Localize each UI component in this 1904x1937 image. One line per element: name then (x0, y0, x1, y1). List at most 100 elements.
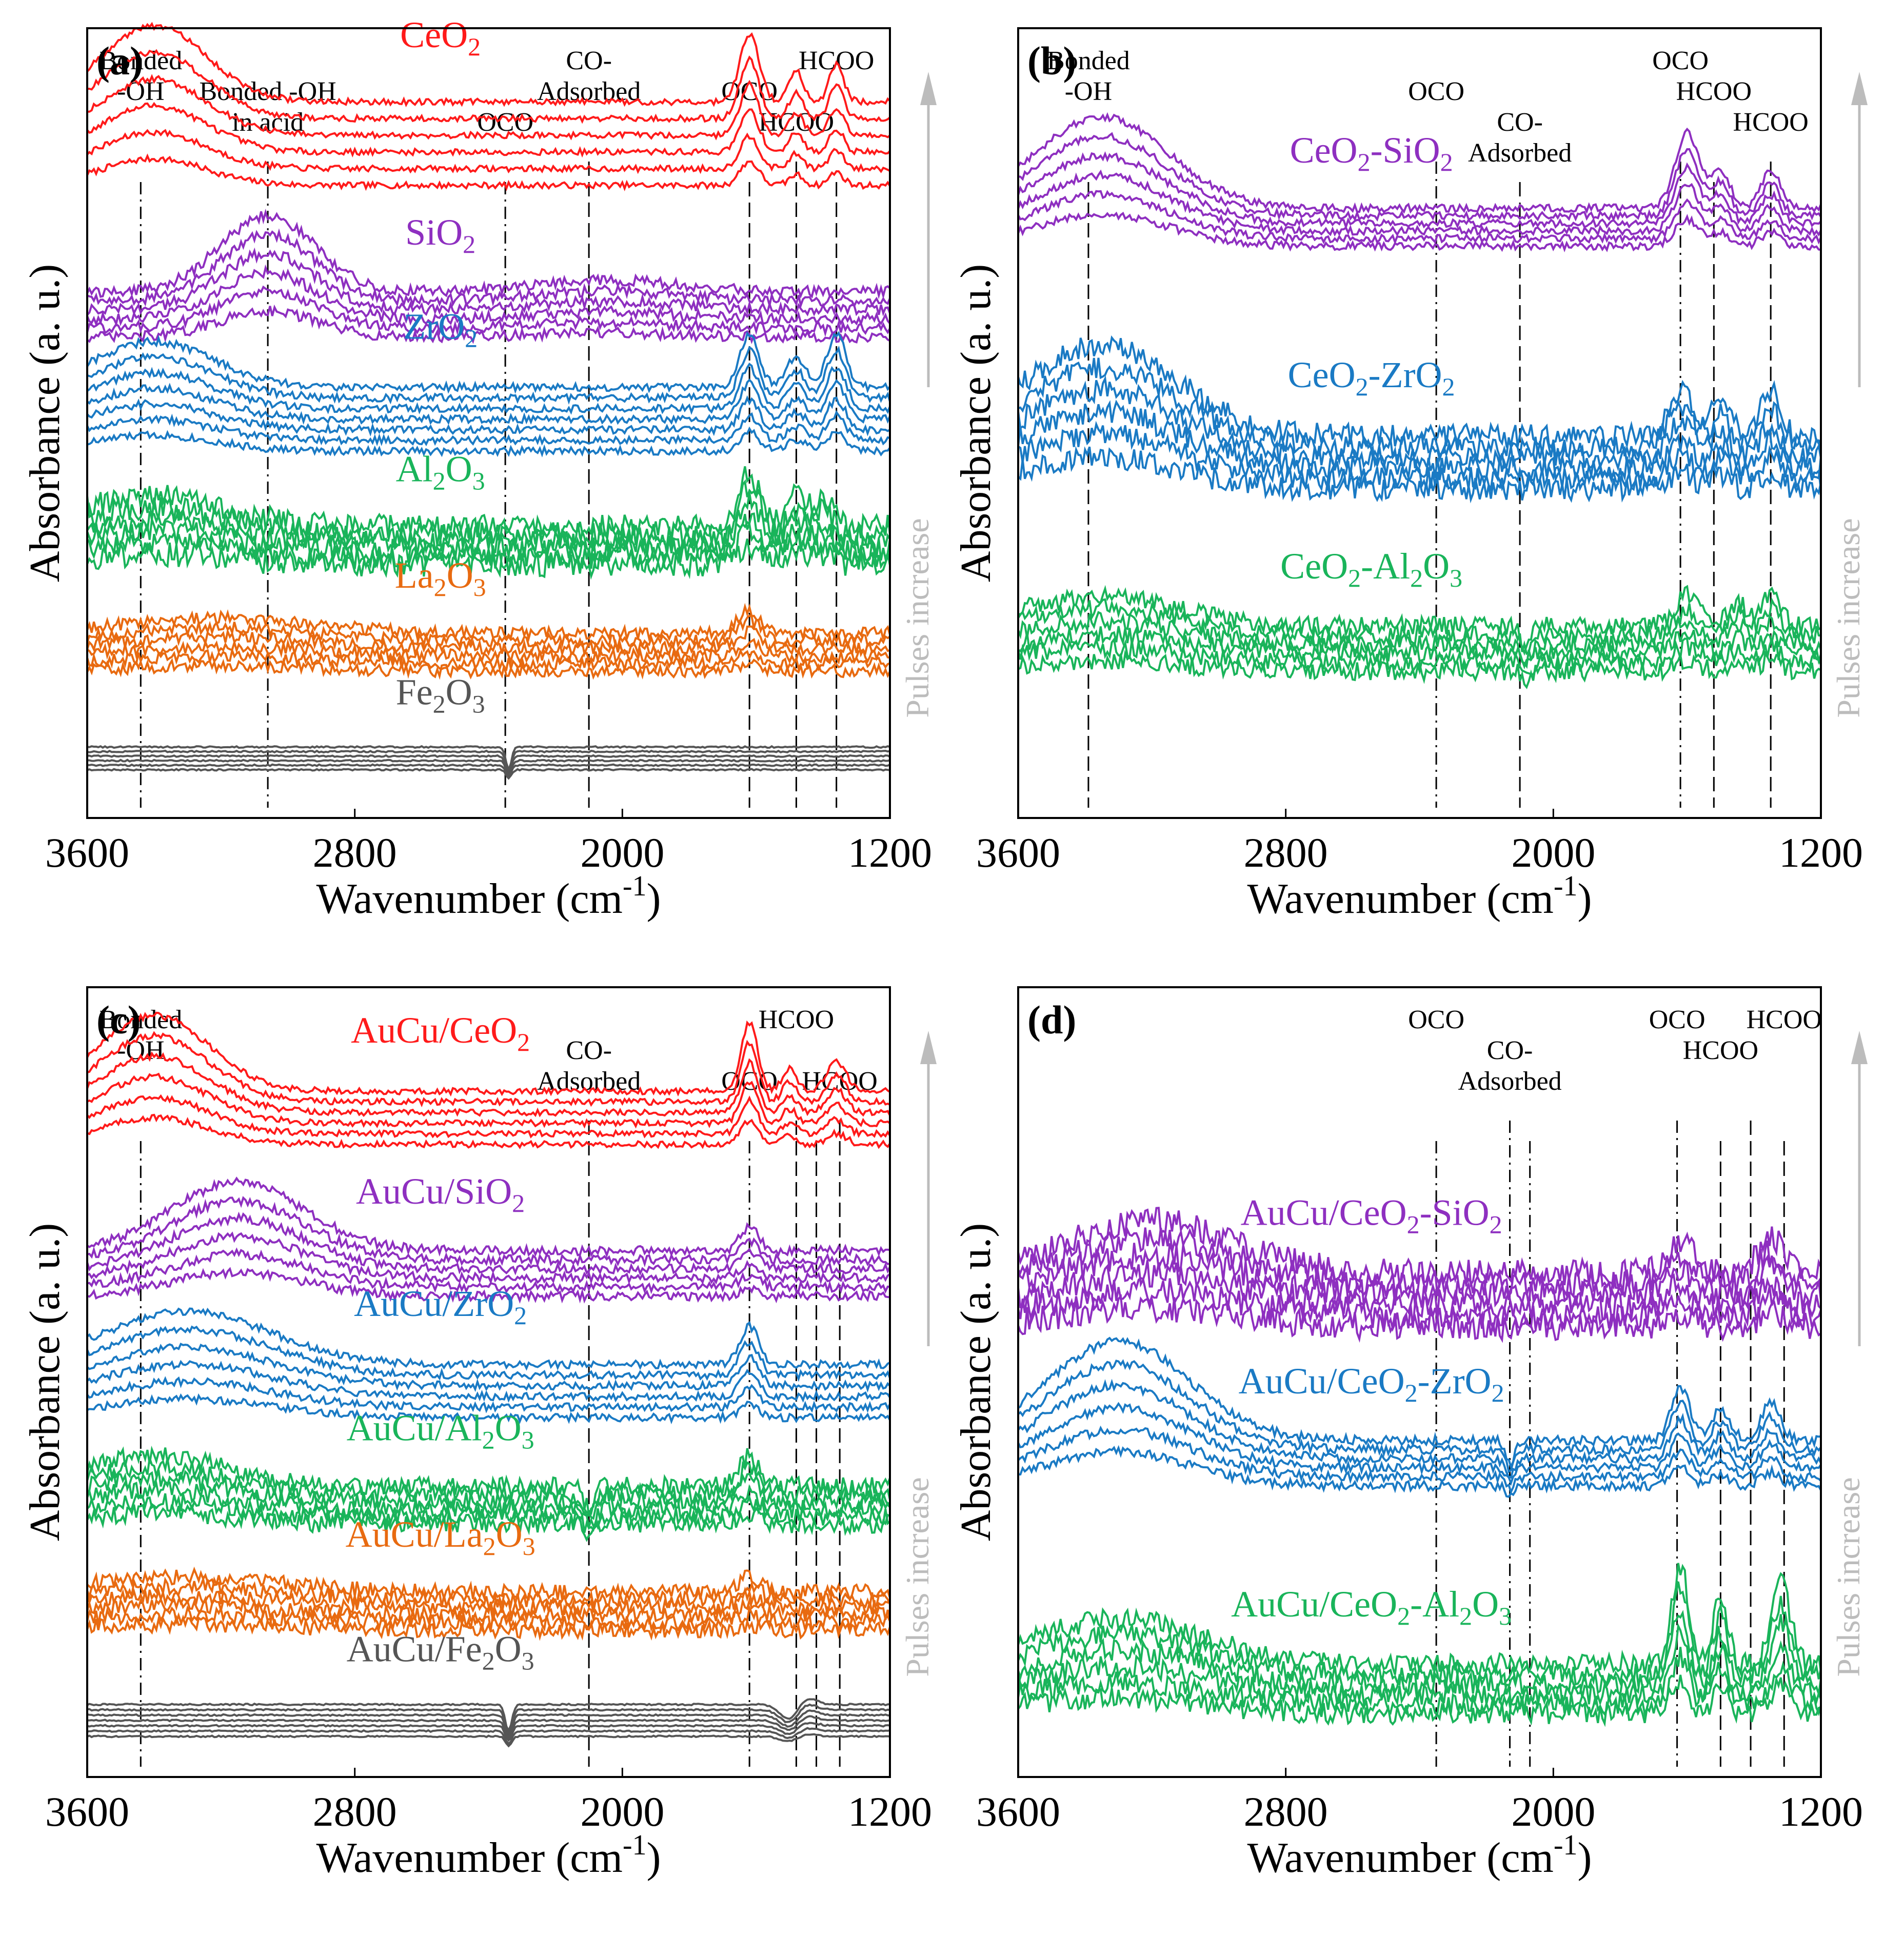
x-axis-label-main: Wavenumber (cm (1247, 875, 1554, 923)
spectrum-line (86, 1343, 891, 1393)
spectrum-line (86, 129, 890, 174)
spectrum-line (86, 247, 891, 317)
label-text: AuCu/ZrO (354, 1283, 514, 1324)
guide-label: OCO (1408, 77, 1464, 106)
label-subscript: 2 (483, 1532, 496, 1561)
series-label: SiO2 (405, 212, 475, 258)
label-text: O (495, 1628, 522, 1669)
x-axis-label: Wavenumber (cm-1) (1247, 1829, 1592, 1882)
label-text: O (446, 672, 472, 713)
spectrum-line (1017, 1379, 1822, 1479)
label-subscript: 3 (522, 1426, 534, 1454)
series-label: CeO2-SiO2 (1290, 130, 1453, 176)
series-fe2o3: Fe2O3 (87, 672, 890, 780)
spectrum-line (1017, 169, 1822, 237)
spectrum-line (1017, 151, 1822, 231)
spectrum-line (86, 362, 891, 415)
spectrum-line (1017, 211, 1821, 253)
spectrum-line (1017, 190, 1822, 245)
label-text: AuCu/Fe (347, 1628, 482, 1669)
series-aucu-sio2: AuCu/SiO2 (86, 1171, 891, 1304)
series-label: Fe2O3 (396, 672, 485, 718)
spectrum-line (87, 345, 891, 405)
spectrum-line (86, 538, 891, 580)
x-axis-label-main: Wavenumber (cm (316, 1834, 623, 1882)
spectrum-line (1017, 400, 1822, 483)
spectrum-line (86, 153, 891, 191)
guide-label: CO- (1497, 108, 1543, 137)
axes-frame (1017, 986, 1822, 1778)
x-axis-label-close: ) (1577, 875, 1592, 923)
spectrum-line (86, 625, 890, 658)
label-subscript: 3 (473, 573, 486, 602)
spectrum-line (1017, 1402, 1822, 1487)
x-tick-label: 3600 (45, 829, 129, 876)
x-axis-label-close: ) (646, 875, 661, 923)
spectrum-line (86, 1586, 890, 1619)
label-text: -SiO (1371, 130, 1440, 171)
series-aucu-ceo2-zro2: AuCu/CeO2-ZrO2 (1017, 1336, 1822, 1498)
x-axis-label-main: Wavenumber (cm (316, 875, 623, 923)
spectrum-line (1017, 1610, 1822, 1698)
spectrum-line (86, 637, 890, 666)
series-ceo2-zro2: CeO2-ZrO2 (1017, 335, 1822, 504)
label-subscript: 3 (472, 467, 485, 495)
x-tick-label: 1200 (1779, 829, 1863, 876)
label-subscript: 3 (523, 1532, 536, 1561)
spectrum-line (87, 1733, 890, 1748)
spectrum-line (1017, 1276, 1822, 1333)
label-text: O (495, 1408, 522, 1449)
y-axis-label: Absorbance (a. u.) (952, 1223, 1000, 1541)
label-subscript: 2 (1442, 372, 1455, 401)
x-axis-label-sup: -1 (1554, 870, 1578, 902)
label-text: -Al (1410, 1584, 1459, 1625)
spectrum-line (86, 1211, 891, 1276)
spectrum-line (86, 378, 891, 425)
label-text: CeO (1288, 354, 1356, 395)
spectrum-line (1018, 1445, 1822, 1498)
spectrum-line (86, 264, 891, 327)
panel-label: (c) (96, 997, 141, 1042)
spectrum-line (86, 603, 891, 643)
spectrum-line (1017, 1336, 1821, 1470)
label-text: O (1472, 1584, 1499, 1625)
panel-c: Bonded-OH CO-Adsorbed OCOHCOOHCOOAuCu/CeO2… (21, 986, 937, 1882)
label-text: AuCu/CeO (351, 1010, 517, 1051)
spectrum-line (1017, 1359, 1822, 1473)
guide-label: Adsorbed (1458, 1067, 1561, 1096)
label-text: CeO (400, 14, 468, 55)
series-label: AuCu/CeO2-Al2O3 (1231, 1584, 1512, 1630)
spectrum-line (1017, 375, 1822, 472)
series-aucu-la2o3: AuCu/La2O3 (86, 1514, 891, 1641)
spectrum-line (1017, 446, 1822, 504)
spectrum-line (86, 1051, 891, 1117)
spectrum-line (87, 1113, 891, 1150)
label-subscript: 2 (1397, 1602, 1410, 1630)
label-subscript: 2 (482, 1426, 495, 1454)
label-text: CeO (1290, 130, 1358, 171)
series-ceo2-sio2: CeO2-SiO2 (1017, 112, 1822, 253)
label-text: -Al (1361, 546, 1410, 587)
label-text: SiO (405, 212, 463, 253)
guide-label: OCO (721, 1067, 778, 1096)
series-label: AuCu/La2O3 (346, 1514, 536, 1561)
panel-label: (b) (1027, 38, 1076, 83)
series-label: AuCu/SiO2 (356, 1171, 525, 1217)
label-text: -ZrO (1418, 1361, 1492, 1402)
guide-label: HCOO (1676, 77, 1752, 106)
spectrum-line (86, 285, 891, 337)
spectrum-line (1017, 1259, 1822, 1322)
guide-label: Bonded (99, 1005, 182, 1034)
label-subscript: 2 (1407, 1210, 1420, 1239)
spectrum-line (86, 304, 890, 345)
guide-label: CO- (566, 1036, 612, 1065)
series-al2o3: Al2O3 (86, 449, 891, 580)
series-label: ZrO2 (403, 306, 478, 352)
label-subscript: 2 (517, 1028, 530, 1056)
spectrum-line (87, 1267, 890, 1304)
spectrum-line (1017, 1563, 1822, 1678)
guide-label: OCO (1408, 1005, 1464, 1034)
label-text: Al (396, 449, 433, 490)
spectrum-line (87, 758, 890, 776)
label-subscript: 2 (434, 573, 447, 602)
